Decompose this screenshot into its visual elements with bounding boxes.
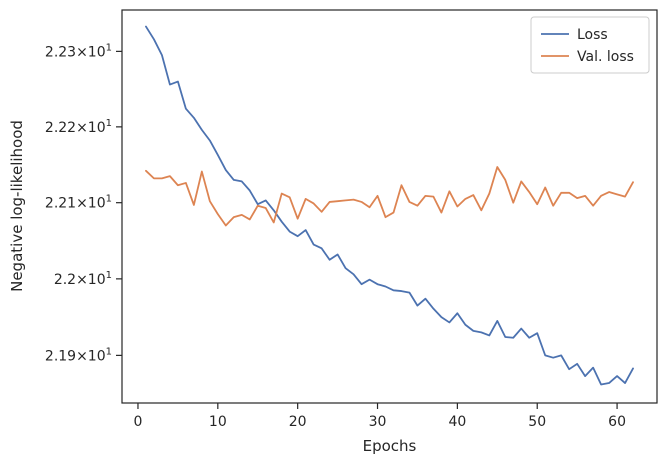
legend-label: Loss [577,27,608,43]
series-layer [145,25,634,386]
y-tick-times-ten: ×10 [76,120,106,136]
legend: Loss Val. loss [530,16,650,74]
series-line-loss [145,25,634,386]
plot-frame [121,9,658,404]
y-tick-times-ten: ×10 [76,348,106,364]
x-tick-label: 30 [369,414,387,430]
x-tick-label: 20 [289,414,307,430]
x-tick-label: 40 [448,414,466,430]
y-tick-mantissa: 2.2 [54,272,76,288]
series-line-val-loss [145,166,634,227]
y-tick-exponent: 1 [106,42,112,53]
y-tick-exponent: 1 [106,118,112,129]
y-tick-exponent: 1 [106,270,112,281]
legend-label: Val. loss [577,49,634,65]
x-tick-label: 10 [209,414,227,430]
y-tick-mantissa: 2.19 [45,348,76,364]
y-tick-mantissa: 2.21 [45,196,76,212]
legend-box [530,16,650,74]
y-axis-label: Negative log-likelihood [8,120,26,292]
y-tick-times-ten: ×10 [76,196,106,212]
y-tick-label: 2.19×101 [45,346,112,364]
y-tick-label: 2.21×101 [45,194,112,212]
x-axis: 0 10 20 30 40 50 60 [134,403,626,430]
x-tick-label: 60 [608,414,626,430]
y-tick-exponent: 1 [106,194,112,205]
y-tick-mantissa: 2.22 [45,120,76,136]
y-tick-mantissa: 2.23 [45,44,76,60]
x-tick-label: 0 [134,414,143,430]
y-tick-times-ten: ×10 [76,44,106,60]
y-tick-label: 2.22×101 [45,118,112,136]
y-tick-label: 2.23×101 [45,42,112,60]
y-tick-label: 2.2×101 [54,270,112,288]
y-tick-exponent: 1 [106,346,112,357]
x-axis-label: Epochs [363,437,417,455]
x-tick-label: 50 [528,414,546,430]
y-tick-times-ten: ×10 [76,272,106,288]
